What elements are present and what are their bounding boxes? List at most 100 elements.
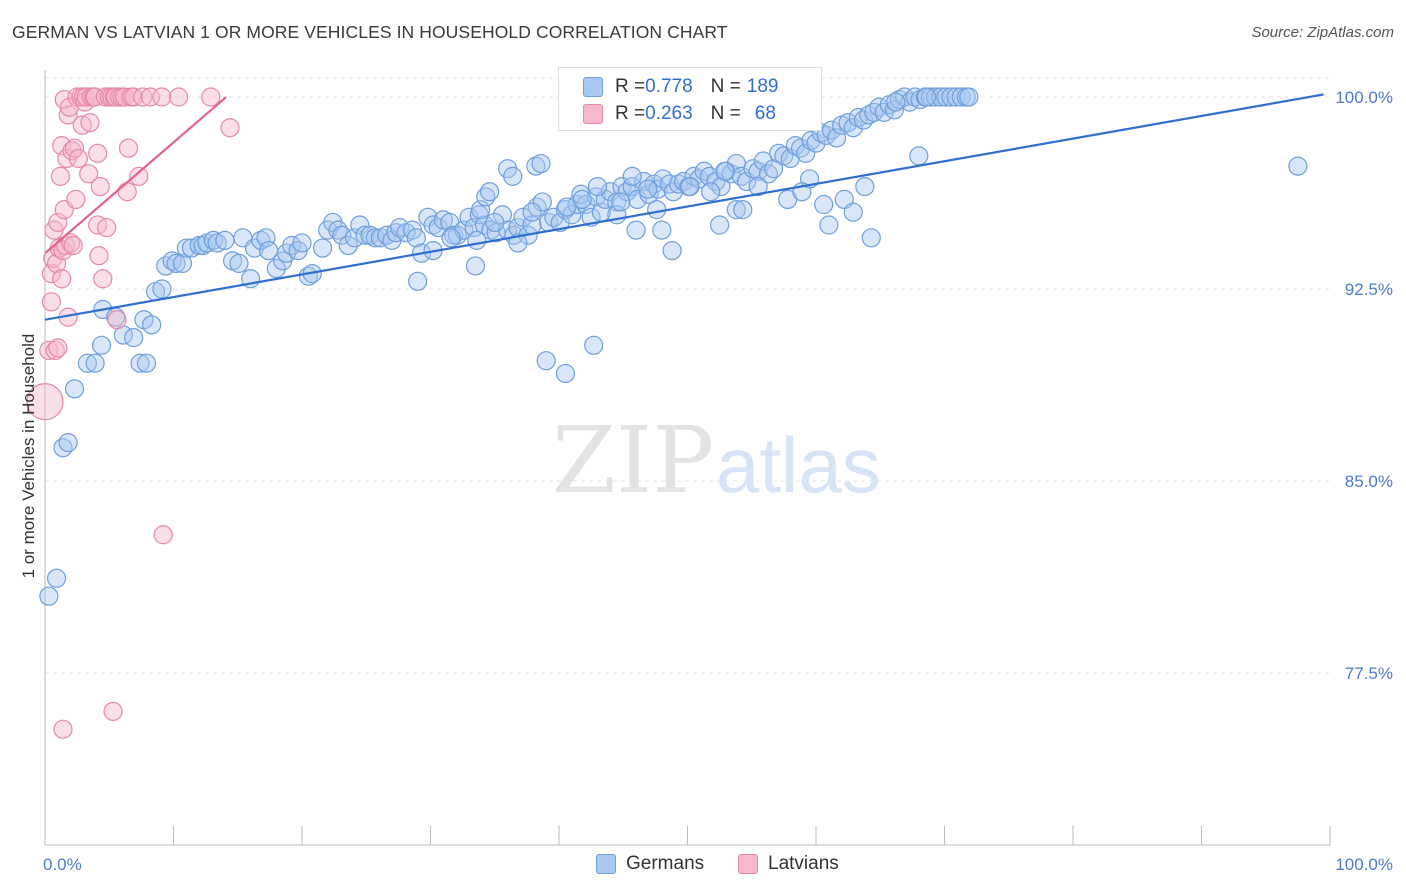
series-legend-label-germans: Germans xyxy=(626,853,705,874)
source-credit: Source: ZipAtlas.com xyxy=(1251,24,1394,41)
germans-point xyxy=(312,238,333,258)
legend-r-label: R = xyxy=(615,103,646,124)
germans-point xyxy=(710,215,730,235)
germans-point xyxy=(806,133,826,153)
latvians-point xyxy=(62,141,82,161)
latvians-point xyxy=(41,264,62,284)
germans-point xyxy=(931,87,951,107)
germans-point xyxy=(819,215,839,235)
germans-point xyxy=(557,197,577,217)
latvians-point xyxy=(90,177,110,197)
latvians-point xyxy=(133,87,153,107)
germans-point xyxy=(292,233,312,253)
latvians-point xyxy=(140,87,160,107)
germans-point xyxy=(531,153,551,174)
latvians-point xyxy=(103,701,123,722)
germans-point xyxy=(884,100,904,120)
germans-point xyxy=(733,200,753,220)
watermark-zip: ZIP xyxy=(552,407,714,514)
germans-point xyxy=(861,228,881,248)
germans-point xyxy=(527,197,547,217)
germans-point xyxy=(726,200,746,220)
latvians-point xyxy=(220,118,240,138)
germans-point xyxy=(408,271,428,291)
germans-point xyxy=(838,112,858,133)
latvians-point xyxy=(85,87,105,107)
legend-r-label: R = xyxy=(615,76,646,97)
latvians-point xyxy=(66,189,86,209)
legend-n-label: N = xyxy=(710,103,741,124)
germans-point xyxy=(936,87,956,107)
germans-point xyxy=(622,166,642,186)
germans-point xyxy=(647,200,667,220)
germans-point xyxy=(711,177,731,197)
germans-point xyxy=(653,169,673,189)
gridlines xyxy=(45,77,1330,674)
germans-point xyxy=(843,118,863,138)
germans-point xyxy=(758,164,779,184)
y-tick-label: 100.0% xyxy=(1335,88,1393,107)
germans-point xyxy=(617,182,637,202)
germans-point xyxy=(522,202,542,222)
latvians-point xyxy=(52,269,72,289)
germans-point xyxy=(229,253,249,273)
germans-point xyxy=(644,174,664,194)
germans-point xyxy=(959,87,979,107)
germans-point xyxy=(864,102,884,122)
x-tick-labels: 0.0% 100.0% xyxy=(43,855,1393,874)
germans-point xyxy=(130,353,150,373)
germans-point xyxy=(853,110,874,130)
germans-point xyxy=(85,353,105,373)
germans-point xyxy=(266,258,286,279)
germans-point xyxy=(886,92,906,112)
germans-point xyxy=(680,177,700,197)
latvians-point xyxy=(129,166,149,186)
germans-point xyxy=(843,202,863,222)
germans-point xyxy=(467,230,487,250)
watermark-atlas: atlas xyxy=(716,421,881,509)
latvians-point xyxy=(63,235,83,256)
germans-point xyxy=(532,192,552,212)
germans-point xyxy=(916,87,937,107)
germans-point xyxy=(652,220,672,240)
germans-point xyxy=(743,159,763,179)
germans-point xyxy=(476,187,496,207)
series-legend-label-latvians: Latvians xyxy=(768,853,839,874)
chart-title: GERMAN VS LATVIAN 1 OR MORE VEHICLES IN … xyxy=(12,22,728,42)
germans-point xyxy=(662,241,682,261)
germans-point xyxy=(58,433,78,453)
latvians-points xyxy=(26,87,240,739)
germans-point xyxy=(627,189,647,209)
legend-swatch-latvians xyxy=(583,104,603,124)
y-tick-label: 77.5% xyxy=(1345,664,1393,683)
legend-n-label: N = xyxy=(710,76,741,97)
germans-point xyxy=(905,87,925,107)
series-legend-swatch-latvians xyxy=(738,854,758,874)
germans-point xyxy=(909,146,929,166)
germans-point xyxy=(526,156,546,176)
germans-point xyxy=(814,194,834,215)
latvians-point xyxy=(50,166,71,186)
series-legend-latvians: Latvians xyxy=(738,852,839,876)
germans-point xyxy=(492,205,513,225)
latvians-point xyxy=(107,310,127,330)
latvians-point xyxy=(89,246,109,266)
latvians-point xyxy=(88,143,108,163)
germans-point xyxy=(584,335,604,355)
latvians-point xyxy=(64,138,85,158)
germans-point xyxy=(576,194,596,215)
latvians-point xyxy=(72,115,92,135)
latvians-point xyxy=(68,148,89,169)
germans-point xyxy=(753,151,773,171)
germans-point xyxy=(895,87,915,107)
series-legend-swatch-germans xyxy=(596,854,616,874)
germans-point xyxy=(638,179,658,199)
germans-point xyxy=(859,105,879,125)
germans-point xyxy=(1288,156,1308,176)
germans-point xyxy=(136,353,157,373)
germans-point xyxy=(769,143,789,163)
germans-point xyxy=(826,128,847,148)
germans-point xyxy=(572,189,592,209)
germans-point xyxy=(91,335,112,355)
germans-point xyxy=(508,233,528,253)
